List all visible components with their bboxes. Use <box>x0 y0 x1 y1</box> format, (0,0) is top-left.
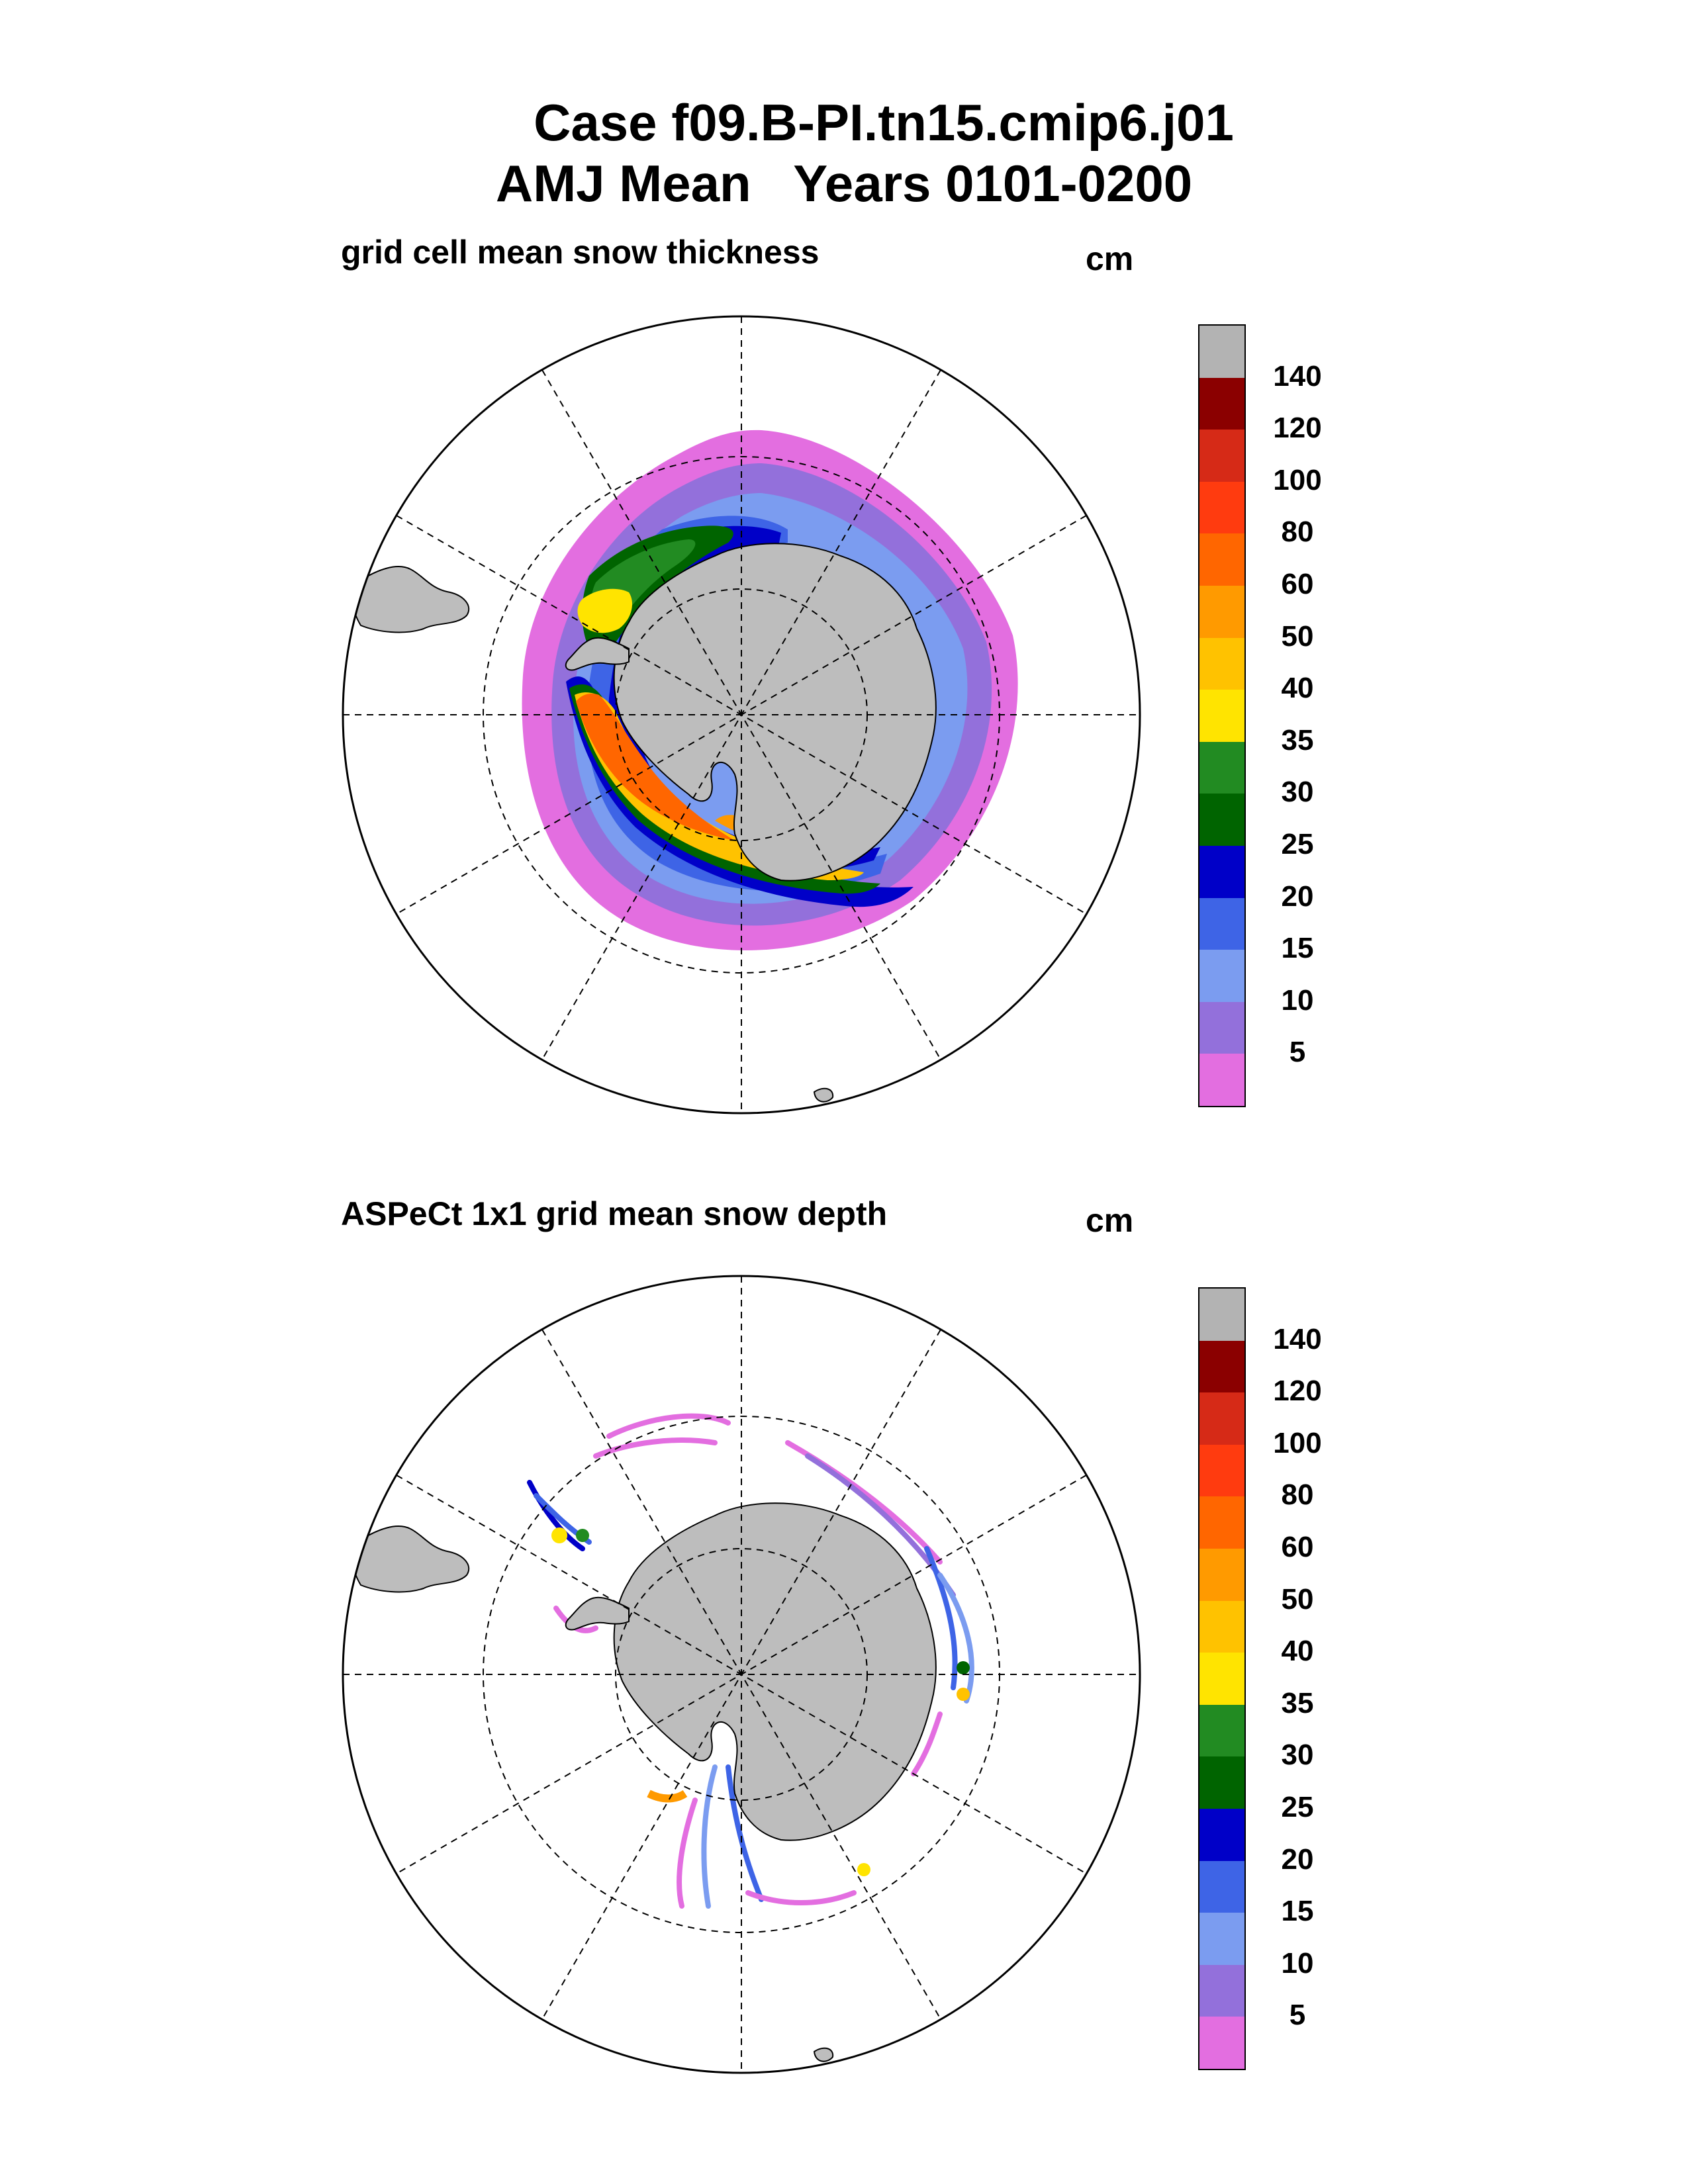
map-panel-2 <box>342 1275 1141 2074</box>
obs-point-40 <box>957 1688 970 1701</box>
obs-point-25 <box>957 1661 970 1674</box>
colorbar-swatch <box>1199 326 1244 378</box>
colorbar-tick-label: 100 <box>1273 463 1322 496</box>
panel-1-title: grid cell mean snow thickness <box>341 234 820 271</box>
colorbar-tick-label: 60 <box>1281 1531 1314 1563</box>
south-america-tip <box>352 566 470 633</box>
colorbar-swatch <box>1199 950 1244 1002</box>
colorbar-swatch <box>1199 1600 1244 1653</box>
panel-2-unit: cm <box>1086 1202 1134 1239</box>
obs-track-orange <box>647 1790 688 1803</box>
colorbar-swatch <box>1199 794 1244 846</box>
antarctic-peninsula-2 <box>565 1596 630 1631</box>
colorbar-swatch <box>1199 1808 1244 1861</box>
colorbar-tick-label: 20 <box>1281 880 1314 913</box>
colorbar-2-box <box>1198 1287 1246 2070</box>
colorbar-1 <box>1198 324 1246 1107</box>
colorbar-2 <box>1198 1287 1246 2070</box>
colorbar-tick-label: 140 <box>1273 359 1322 392</box>
colorbar-swatch <box>1199 1496 1244 1549</box>
colorbar-swatch <box>1199 2017 1244 2069</box>
title-line-1: Case f09.B-PI.tn15.cmip6.j01 <box>534 93 1234 152</box>
colorbar-tick-label: 40 <box>1281 672 1314 705</box>
obs-point-35b <box>857 1863 870 1876</box>
colorbar-tick-label: 30 <box>1281 776 1314 809</box>
colorbar-swatch <box>1199 1054 1244 1106</box>
colorbar-1-box <box>1198 324 1246 1107</box>
colorbar-tick-label: 120 <box>1273 412 1322 445</box>
graticule <box>343 316 1140 1113</box>
colorbar-tick-label: 15 <box>1281 932 1314 965</box>
south-america-tip-2 <box>352 1525 470 1593</box>
colorbar-swatch <box>1199 1392 1244 1445</box>
colorbar-swatch <box>1199 585 1244 638</box>
panel-2-title: ASPeCt 1x1 grid mean snow depth <box>341 1195 888 1232</box>
colorbar-swatch <box>1199 1756 1244 1809</box>
panel-1-unit: cm <box>1086 240 1134 277</box>
colorbar-tick-label: 80 <box>1281 1479 1314 1512</box>
colorbar-swatch <box>1199 1964 1244 2017</box>
colorbar-tick-label: 10 <box>1281 983 1314 1017</box>
colorbar-tick-label: 5 <box>1289 1999 1306 2032</box>
colorbar-tick-label: 5 <box>1289 1036 1306 1069</box>
island-small <box>813 1087 834 1103</box>
colorbar-swatch <box>1199 1860 1244 1913</box>
colorbar-swatch <box>1199 1340 1244 1393</box>
graticule-2 <box>343 1276 1140 2073</box>
map-panel-1 <box>342 315 1141 1115</box>
colorbar-tick-label: 50 <box>1281 1582 1314 1615</box>
colorbar-tick-label: 120 <box>1273 1375 1322 1408</box>
antarctic-peninsula <box>565 637 630 671</box>
island-small-2 <box>813 2047 834 2062</box>
colorbar-tick-label: 60 <box>1281 568 1314 600</box>
colorbar-swatch <box>1199 533 1244 586</box>
colorbar-tick-label: 15 <box>1281 1895 1314 1928</box>
map-boundary-2 <box>342 1275 1141 2074</box>
colorbar-swatch <box>1199 377 1244 430</box>
colorbar-tick-label: 50 <box>1281 619 1314 653</box>
colorbar-swatch <box>1199 690 1244 742</box>
obs-point-35 <box>551 1527 567 1543</box>
colorbar-tick-label: 20 <box>1281 1843 1314 1876</box>
snow-band-40cm <box>577 588 632 633</box>
colorbar-swatch <box>1199 1913 1244 1965</box>
colorbar-swatch <box>1199 1653 1244 1705</box>
colorbar-tick-label: 40 <box>1281 1635 1314 1668</box>
colorbar-swatch <box>1199 481 1244 534</box>
colorbar-swatch <box>1199 637 1244 690</box>
snow-band-60cm <box>576 694 735 841</box>
colorbar-swatch <box>1199 1704 1244 1757</box>
obs-point-30 <box>576 1529 589 1542</box>
colorbar-swatch <box>1199 845 1244 898</box>
colorbar-tick-label: 35 <box>1281 1686 1314 1719</box>
colorbar-tick-label: 100 <box>1273 1426 1322 1459</box>
colorbar-swatch <box>1199 741 1244 794</box>
colorbar-tick-label: 80 <box>1281 516 1314 549</box>
colorbar-swatch <box>1199 1548 1244 1601</box>
colorbar-swatch <box>1199 1444 1244 1497</box>
title-line-2: AMJ Mean Years 0101-0200 <box>495 154 1193 212</box>
map-boundary-1 <box>342 315 1141 1115</box>
colorbar-tick-label: 35 <box>1281 723 1314 756</box>
colorbar-tick-label: 25 <box>1281 1791 1314 1823</box>
colorbar-tick-label: 10 <box>1281 1946 1314 1979</box>
antarctica-land-2 <box>613 1502 937 1841</box>
colorbar-swatch <box>1199 897 1244 950</box>
obs-tracks <box>527 1413 974 1909</box>
colorbar-tick-label: 140 <box>1273 1322 1322 1355</box>
colorbar-swatch <box>1199 430 1244 482</box>
colorbar-tick-label: 30 <box>1281 1739 1314 1772</box>
colorbar-swatch <box>1199 1001 1244 1054</box>
colorbar-swatch <box>1199 1289 1244 1341</box>
colorbar-tick-label: 25 <box>1281 828 1314 860</box>
